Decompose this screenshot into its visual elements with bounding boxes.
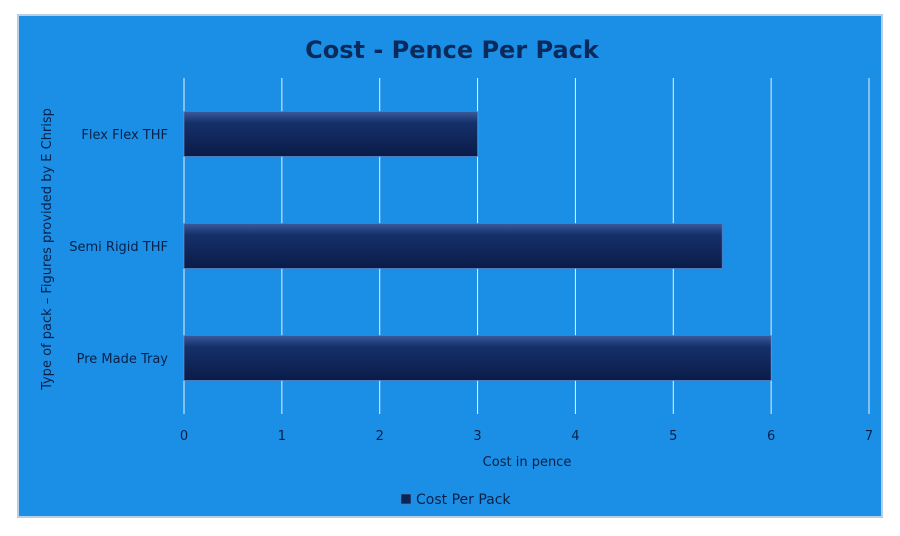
y-axis-title: Type of pack – Figures provided by E Chr… <box>40 108 55 391</box>
legend: Cost Per Pack <box>400 492 511 508</box>
x-tick-label-1: 1 <box>278 429 286 444</box>
x-tick-label-5: 5 <box>669 429 677 444</box>
x-tick-label-4: 4 <box>571 429 579 444</box>
x-tick-label-0: 0 <box>180 429 188 444</box>
bar-chart: Cost - Pence Per Pack Flex Flex THF Semi … <box>40 36 873 508</box>
x-tick-labels: 0 1 2 3 4 5 6 7 <box>180 429 873 444</box>
legend-swatch <box>400 493 412 505</box>
chart-title: Cost - Pence Per Pack <box>305 36 600 64</box>
x-tick-label-2: 2 <box>376 429 384 444</box>
chart-area: Cost - Pence Per Pack Flex Flex THF Semi … <box>17 14 883 518</box>
x-tick-label-6: 6 <box>767 429 775 444</box>
category-label-1: Semi Rigid THF <box>69 240 168 255</box>
bar-1 <box>183 223 723 269</box>
category-label-0: Flex Flex THF <box>81 128 168 143</box>
bar-2 <box>183 335 772 381</box>
x-axis-title: Cost in pence <box>483 455 572 470</box>
category-labels: Flex Flex THF Semi Rigid THF Pre Made Tray <box>69 128 168 367</box>
category-label-2: Pre Made Tray <box>77 352 169 367</box>
legend-label: Cost Per Pack <box>416 492 511 508</box>
bars <box>183 111 772 381</box>
x-tick-label-7: 7 <box>865 429 873 444</box>
bar-0 <box>183 111 478 157</box>
x-tick-label-3: 3 <box>473 429 481 444</box>
